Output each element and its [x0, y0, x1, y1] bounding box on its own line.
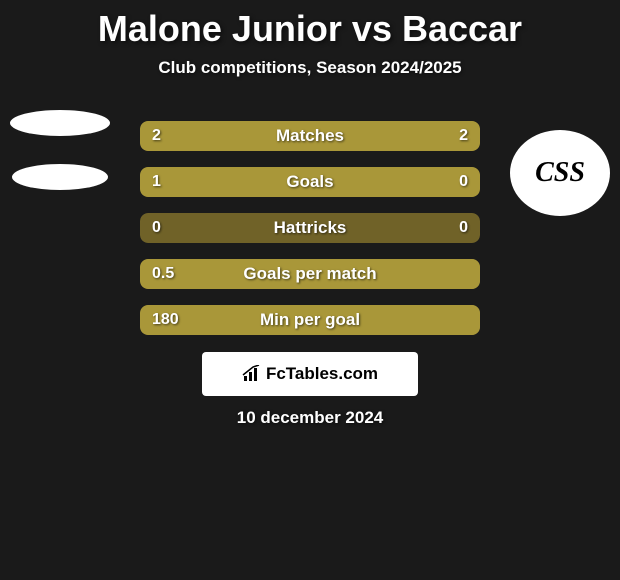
stat-bar: 22Matches — [140, 121, 480, 151]
brand-text: FcTables.com — [266, 364, 378, 384]
ellipse-icon — [12, 164, 108, 190]
page-title: Malone Junior vs Baccar — [0, 0, 620, 50]
footer-date: 10 december 2024 — [0, 408, 620, 428]
stat-bar: 0.5Goals per match — [140, 259, 480, 289]
page-subtitle: Club competitions, Season 2024/2025 — [0, 58, 620, 78]
stat-label: Goals per match — [140, 259, 480, 289]
ellipse-icon — [10, 110, 110, 136]
team-logo-right: CSS — [510, 130, 610, 230]
stats-container: 22Matches 10Goals 00Hattricks 0.5Goals per … — [140, 121, 480, 351]
stat-label: Matches — [140, 121, 480, 151]
club-badge-text: CSS — [535, 157, 585, 189]
stat-label: Goals — [140, 167, 480, 197]
brand-link[interactable]: FcTables.com — [202, 352, 418, 396]
stat-bar: 10Goals — [140, 167, 480, 197]
stat-bar: 00Hattricks — [140, 213, 480, 243]
stat-label: Hattricks — [140, 213, 480, 243]
stat-label: Min per goal — [140, 305, 480, 335]
bar-chart-icon — [242, 365, 262, 383]
stat-bar: 180Min per goal — [140, 305, 480, 335]
club-badge-icon: CSS — [510, 130, 610, 216]
team-logo-left — [10, 100, 110, 200]
